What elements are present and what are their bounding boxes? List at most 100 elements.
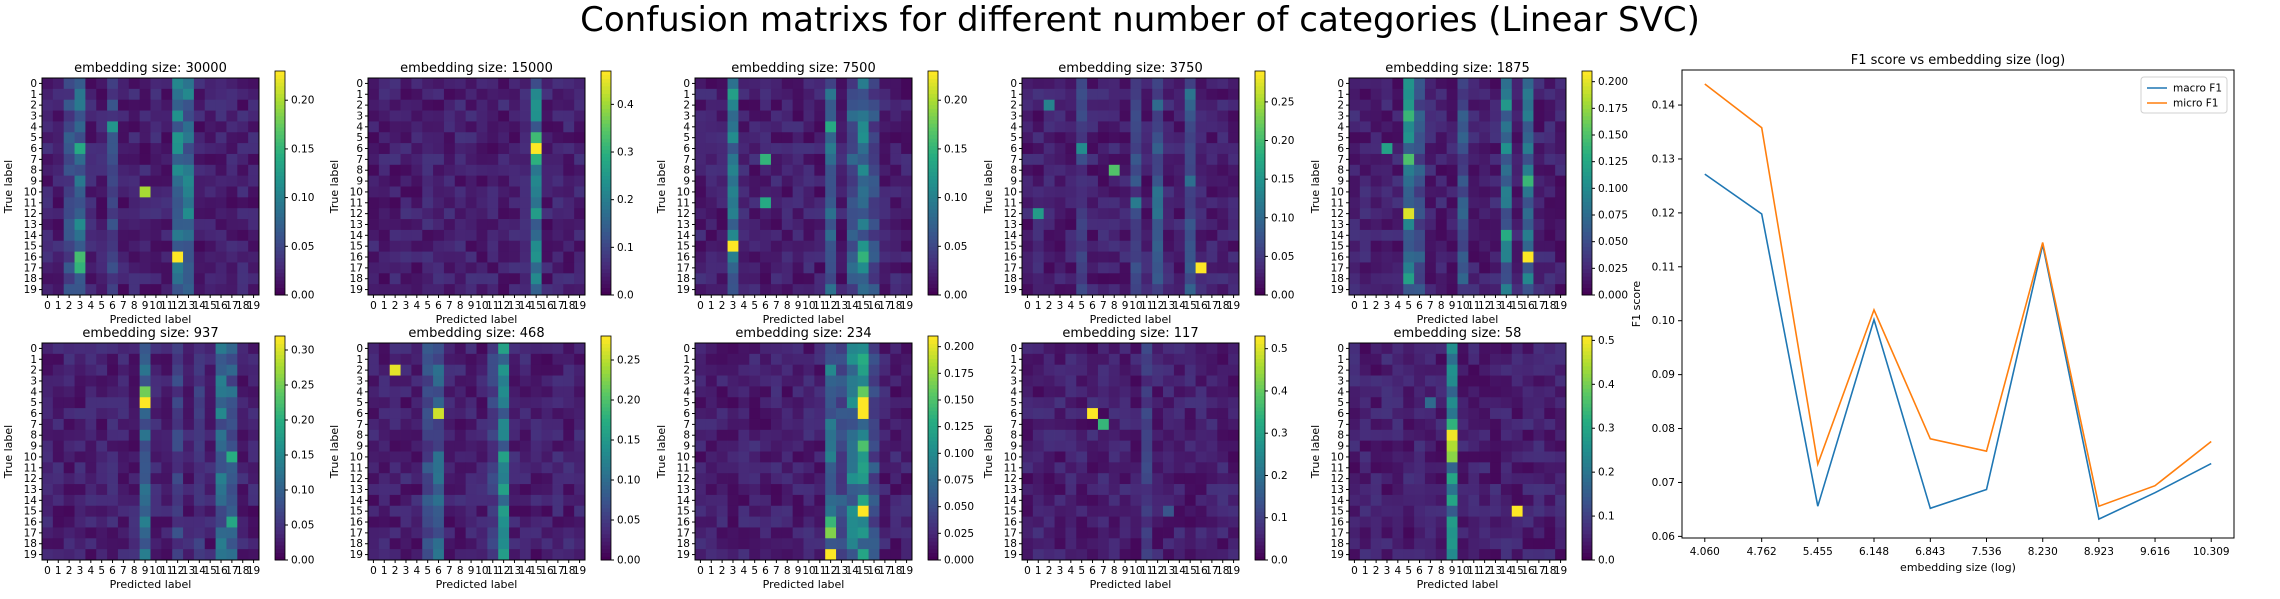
heatmap-cell: [465, 121, 477, 133]
heatmap-cell: [1163, 219, 1175, 231]
heatmap-cell: [1424, 219, 1437, 231]
heatmap-cell: [400, 262, 412, 274]
heatmap-cell: [1173, 186, 1186, 198]
heatmap-cell: [1414, 143, 1426, 155]
heatmap-cell: [433, 143, 445, 155]
heatmap-cell: [433, 386, 445, 398]
heatmap-cell: [509, 505, 521, 517]
heatmap-cell: [1392, 251, 1404, 263]
heatmap-cell: [1217, 494, 1229, 507]
colorbar-tick-label: 0.00: [1271, 290, 1294, 302]
heatmap-cell: [172, 494, 184, 507]
heatmap-cell: [770, 505, 783, 517]
heatmap-cell: [128, 353, 141, 366]
heatmap-cell: [226, 364, 238, 376]
heatmap-cell: [552, 451, 564, 463]
colorbar-tick-label: 0.025: [944, 528, 974, 540]
heatmap-cell: [1087, 494, 1099, 507]
heatmap-cell: [868, 88, 880, 101]
heatmap-cell: [1403, 251, 1415, 263]
x-tick-label: 5: [1078, 300, 1085, 312]
heatmap-cell: [705, 251, 718, 263]
colorbar-segment: [1255, 485, 1265, 490]
colorbar-segment: [1255, 197, 1265, 203]
heatmap-cell: [879, 418, 891, 431]
heatmap-cell: [215, 186, 227, 198]
heatmap-cell: [695, 251, 707, 263]
heatmap-cell: [563, 516, 575, 528]
heatmap-cell: [85, 110, 97, 122]
heatmap-cell: [248, 121, 260, 133]
heatmap-cell: [695, 132, 707, 144]
heatmap-cell: [563, 121, 575, 133]
heatmap-cell: [1195, 418, 1207, 431]
heatmap-cell: [172, 451, 184, 463]
heatmap-cell: [128, 273, 141, 285]
heatmap-cell: [1022, 273, 1034, 285]
heatmap-cell: [695, 208, 707, 220]
heatmap-cell: [193, 484, 206, 496]
heatmap-cell: [781, 473, 794, 485]
heatmap-cell: [183, 208, 195, 220]
heatmap-cell: [193, 164, 206, 177]
heatmap-cell: [519, 494, 532, 507]
confusion-matrix-8: embedding size: 234001122334455667788991…: [655, 326, 974, 591]
colorbar-segment: [601, 291, 611, 296]
heatmap-cell: [814, 505, 826, 517]
heatmap-cell: [1097, 538, 1110, 550]
heatmap-cell: [552, 516, 564, 528]
colorbar-segment: [601, 82, 611, 87]
heatmap-cell: [509, 418, 521, 431]
heatmap-cell: [389, 121, 401, 133]
colorbar: 0.000.050.100.150.20: [274, 70, 314, 302]
heatmap-cell: [1511, 186, 1523, 198]
colorbar-tick-label: 0.05: [291, 520, 314, 532]
heatmap-cell: [1152, 121, 1164, 133]
heatmap-cell: [1446, 219, 1458, 231]
heatmap-cell: [1446, 88, 1458, 101]
heatmap-cell: [1043, 353, 1055, 366]
y-axis-label: True label: [2, 160, 15, 214]
colorbar-segment: [275, 384, 285, 389]
heatmap-cell: [825, 375, 837, 387]
x-tick-label: 7: [120, 300, 127, 312]
colorbar-segment: [928, 380, 938, 386]
heatmap-cell: [530, 153, 542, 166]
heatmap-cell: [422, 538, 434, 550]
heatmap-cell: [204, 505, 216, 517]
heatmap-cell: [378, 484, 391, 496]
heatmap-cell: [890, 78, 902, 90]
heatmap-cell: [1054, 549, 1066, 561]
heatmap-cell: [128, 516, 141, 528]
heatmap-cell: [868, 440, 880, 452]
colorbar-segment: [275, 93, 285, 98]
heatmap-cell: [172, 240, 184, 252]
heatmap-cell: [1065, 397, 1077, 409]
heatmap-cell: [226, 229, 238, 242]
heatmap-cell: [1054, 197, 1066, 209]
heatmap-cell: [465, 175, 477, 187]
colorbar-segment: [601, 280, 611, 285]
y-tick-label: 1: [30, 89, 37, 101]
heatmap-cell: [1468, 284, 1480, 296]
y-tick-label: 16: [1331, 252, 1345, 264]
x-tick-label: 0: [1024, 565, 1031, 577]
heatmap-cell: [792, 164, 804, 177]
heatmap-cell: [901, 505, 913, 517]
heatmap-cell: [1076, 186, 1088, 198]
heatmap-cell: [890, 505, 902, 517]
x-tick-label: 18: [1216, 300, 1229, 312]
heatmap-cell: [695, 153, 707, 166]
heatmap-cell: [1173, 164, 1186, 177]
heatmap-cell: [541, 451, 553, 463]
heatmap-cell: [530, 240, 542, 252]
y-tick-label: 11: [1004, 462, 1017, 474]
x-tick-label: 3: [730, 565, 737, 577]
y-tick-label: 8: [356, 430, 363, 442]
colorbar-segment: [275, 336, 285, 341]
colorbar-segment: [601, 474, 611, 479]
heatmap-cell: [901, 429, 913, 442]
colorbar-segment: [601, 71, 611, 76]
y-tick-label: 16: [677, 517, 691, 529]
heatmap-cell: [172, 418, 184, 431]
